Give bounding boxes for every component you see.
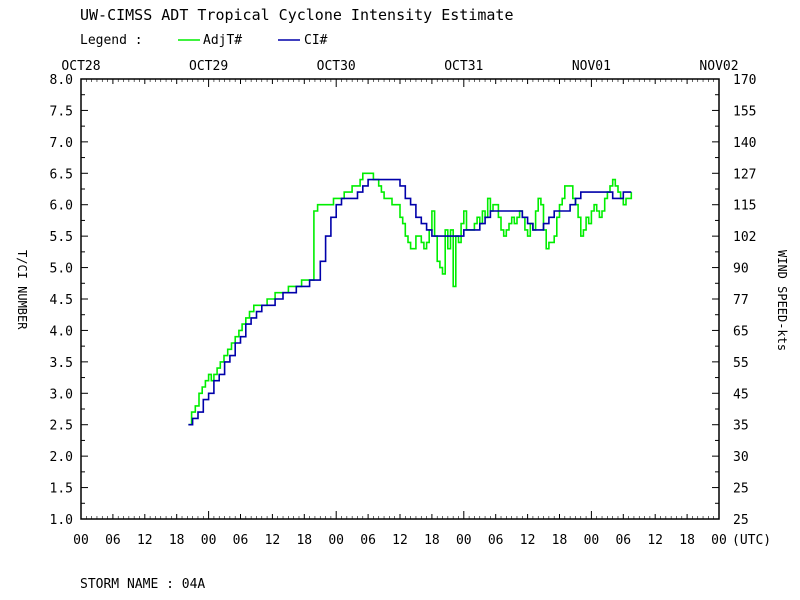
right-tick-label: 155 xyxy=(733,104,756,119)
right-tick-label: 25 xyxy=(733,513,749,528)
x-tick-label: 18 xyxy=(424,533,440,548)
left-axis-label: T/CI NUMBER xyxy=(15,250,29,330)
x-tick-label: 06 xyxy=(105,533,121,548)
top-date-label: NOV01 xyxy=(572,59,611,74)
left-tick-label: 7.0 xyxy=(50,136,73,151)
left-tick-label: 6.0 xyxy=(50,199,73,214)
left-tick-label: 2.0 xyxy=(50,450,73,465)
x-tick-label: 06 xyxy=(233,533,249,548)
right-tick-label: 170 xyxy=(733,73,756,88)
right-tick-label: 77 xyxy=(733,293,749,308)
right-tick-label: 25 xyxy=(733,482,749,497)
legend-ci-label: CI# xyxy=(304,33,328,48)
right-axis-label: WIND SPEED-kts xyxy=(775,250,789,351)
x-tick-label: 00 xyxy=(456,533,472,548)
top-date-label: OCT29 xyxy=(189,59,228,74)
legend-adjt-label: AdjT# xyxy=(203,33,242,48)
right-tick-label: 127 xyxy=(733,167,756,182)
right-tick-label: 115 xyxy=(733,199,756,214)
left-tick-label: 1.5 xyxy=(50,482,73,497)
x-tick-label: 00 xyxy=(201,533,217,548)
left-tick-label: 5.5 xyxy=(50,230,73,245)
legend-label: Legend : xyxy=(80,33,143,48)
chart-title: UW-CIMSS ADT Tropical Cyclone Intensity … xyxy=(80,6,513,24)
storm-name: STORM NAME : 04A xyxy=(80,577,205,592)
right-tick-label: 30 xyxy=(733,450,749,465)
x-tick-label: 00 xyxy=(328,533,344,548)
right-tick-label: 65 xyxy=(733,324,749,339)
left-tick-label: 5.0 xyxy=(50,262,73,277)
axis-layer: 8.0 170 7.5 155 7.0 140 6.5 127 6.0 115 5.5 102 5.0 9… xyxy=(50,59,757,548)
right-tick-label: 35 xyxy=(733,419,749,434)
left-tick-label: 2.5 xyxy=(50,419,73,434)
x-tick-label: 06 xyxy=(488,533,504,548)
right-tick-label: 45 xyxy=(733,387,749,402)
x-tick-label: 00 xyxy=(584,533,600,548)
x-tick-label: 12 xyxy=(647,533,663,548)
plot-frame xyxy=(80,78,720,520)
series-layer xyxy=(188,172,633,426)
x-tick-label: 18 xyxy=(169,533,185,548)
left-tick-label: 3.0 xyxy=(50,387,73,402)
x-tick-label: 18 xyxy=(296,533,312,548)
right-tick-label: 140 xyxy=(733,136,756,151)
left-tick-label: 4.0 xyxy=(50,324,73,339)
x-tick-label: 12 xyxy=(392,533,408,548)
x-tick-label: 12 xyxy=(265,533,281,548)
top-date-label: OCT28 xyxy=(61,59,100,74)
right-tick-label: 55 xyxy=(733,356,749,371)
series-line-ci xyxy=(188,178,632,426)
x-tick-label: 18 xyxy=(679,533,695,548)
left-tick-label: 7.5 xyxy=(50,104,73,119)
x-tick-label: 18 xyxy=(552,533,568,548)
x-tick-label: 06 xyxy=(360,533,376,548)
right-tick-label: 90 xyxy=(733,262,749,277)
x-tick-label: 12 xyxy=(137,533,153,548)
x-tick-label: 12 xyxy=(520,533,536,548)
x-tick-label: 00 xyxy=(73,533,89,548)
left-tick-label: 1.0 xyxy=(50,513,73,528)
legend: Legend : AdjT# CI# xyxy=(80,33,328,48)
right-tick-label: 102 xyxy=(733,230,756,245)
left-tick-label: 3.5 xyxy=(50,356,73,371)
left-tick-label: 6.5 xyxy=(50,167,73,182)
x-axis-unit-label: (UTC) xyxy=(732,533,771,548)
left-tick-label: 8.0 xyxy=(50,73,73,88)
left-tick-label: 4.5 xyxy=(50,293,73,308)
x-tick-label: 00 xyxy=(711,533,727,548)
x-tick-label: 06 xyxy=(615,533,631,548)
top-date-label: OCT31 xyxy=(444,59,483,74)
top-date-label: OCT30 xyxy=(317,59,356,74)
top-date-label: NOV02 xyxy=(699,59,738,74)
